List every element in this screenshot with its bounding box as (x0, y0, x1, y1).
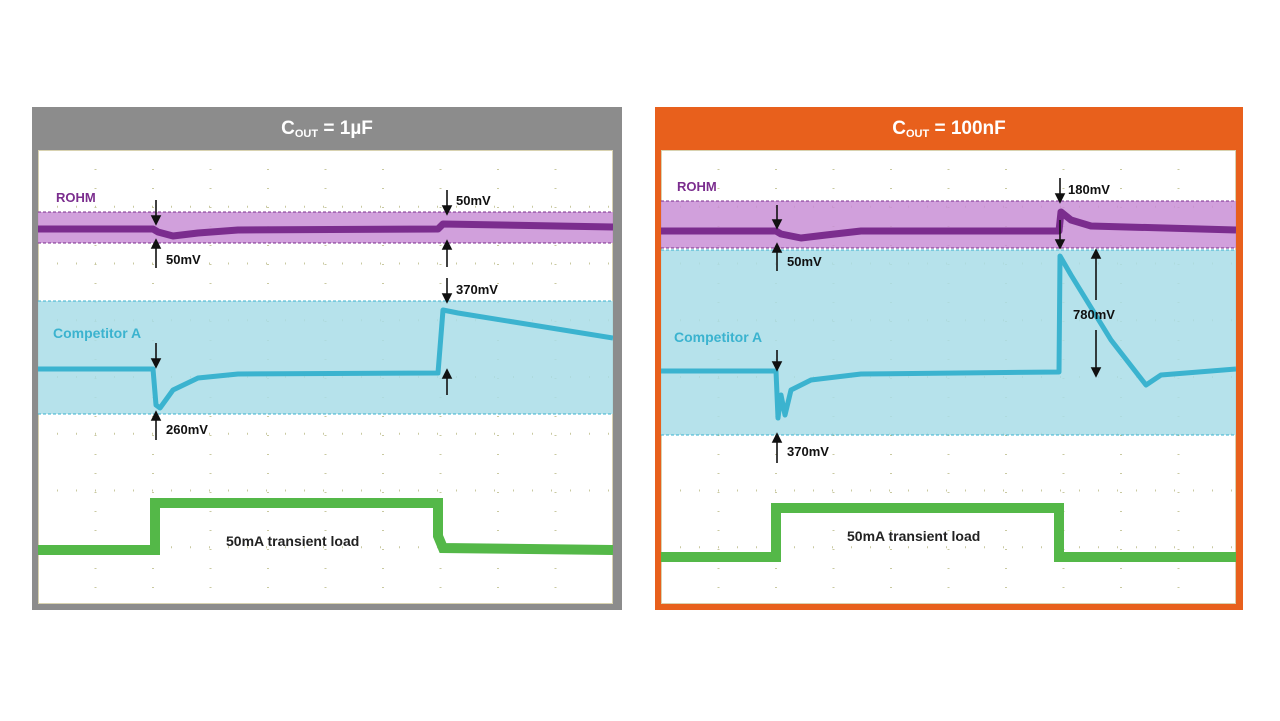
annotation-competitor-rise: 370mV (456, 282, 498, 297)
scope-svg: ROHM Competitor A 50mA transient load 18… (661, 150, 1236, 604)
competitor-series-label: Competitor A (674, 329, 762, 345)
chart-title: COUT = 100nF (892, 118, 1006, 140)
load-label: 50mA transient load (847, 528, 980, 544)
scope-svg: ROHM Competitor A 50mA transient load 50… (38, 150, 613, 604)
annotation-rohm-rise: 50mV (456, 193, 491, 208)
annotation-rohm-drop: 50mV (787, 254, 822, 269)
chart-panel-cout-1uf: COUT = 1µF ROHM Competitor A 50mA transi… (32, 107, 622, 610)
arrow-annotations (771, 178, 1102, 463)
oscilloscope-plot: ROHM Competitor A 50mA transient load 50… (38, 150, 613, 604)
rohm-series-label: ROHM (56, 190, 96, 205)
annotation-competitor-rise: 780mV (1073, 307, 1115, 322)
load-trace (661, 503, 1236, 562)
annotation-rohm-rise: 180mV (1068, 182, 1110, 197)
oscilloscope-plot: ROHM Competitor A 50mA transient load 18… (661, 150, 1236, 604)
annotation-competitor-drop: 370mV (787, 444, 829, 459)
competitor-trace (38, 307, 613, 411)
load-trace (38, 498, 613, 555)
competitor-band (38, 301, 613, 414)
competitor-series-label: Competitor A (53, 325, 141, 341)
rohm-trace (661, 208, 1236, 242)
competitor-trace (661, 253, 1236, 421)
annotation-rohm-drop: 50mV (166, 252, 201, 267)
arrow-annotations (150, 190, 453, 440)
load-label: 50mA transient load (226, 533, 359, 549)
chart-title: COUT = 1µF (281, 118, 373, 140)
annotation-competitor-drop: 260mV (166, 422, 208, 437)
rohm-series-label: ROHM (677, 179, 717, 194)
chart-panel-cout-100nf: COUT = 100nF ROHM Competitor A 50mA tran… (655, 107, 1243, 610)
competitor-band (661, 250, 1236, 435)
rohm-trace (38, 220, 613, 240)
